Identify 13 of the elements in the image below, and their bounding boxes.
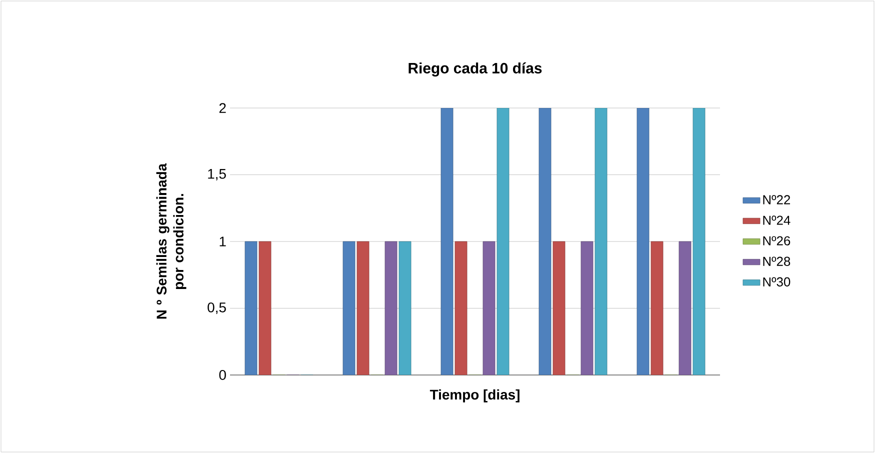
x-axis-title: Tiempo [dias] <box>430 389 520 402</box>
legend-label: Nº26 <box>763 236 790 246</box>
y-tick-label: 0,5 <box>208 302 226 314</box>
legend-label: Nº30 <box>763 277 790 286</box>
y-tick-label: 0 <box>219 370 226 380</box>
legend-label: Nº24 <box>763 216 790 225</box>
chart-title: Riego cada 10 días <box>408 62 542 77</box>
y-tick-label: 1 <box>220 236 226 246</box>
legend-label: Nº22 <box>763 195 790 204</box>
legend-label: Nº28 <box>763 256 790 266</box>
y-axis-title: N º Semillas germinada por condicion. <box>156 163 186 319</box>
y-tick-label: 1,5 <box>208 169 226 180</box>
y-tick-label: 2 <box>219 103 226 113</box>
